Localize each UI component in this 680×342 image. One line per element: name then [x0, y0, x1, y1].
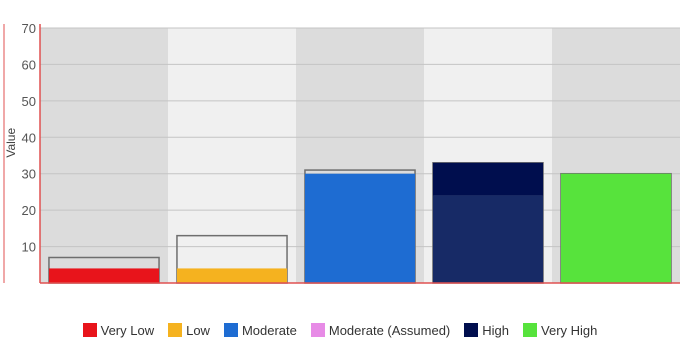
- bar-cap-high: [432, 162, 544, 196]
- legend-swatch: [82, 323, 97, 337]
- legend-item-moderate-assumed: Moderate (Assumed): [310, 322, 451, 338]
- legend-item-moderate: Moderate: [223, 322, 297, 338]
- y-tick-label-60: 60: [22, 57, 36, 72]
- y-tick-label-10: 10: [22, 240, 36, 255]
- legend-swatch: [223, 323, 238, 337]
- y-tick-labels: 10 20 30 40 50 60 70: [22, 21, 36, 255]
- legend-label: Moderate: [241, 322, 297, 338]
- legend-swatch: [523, 323, 538, 337]
- legend-item-low: Low: [168, 323, 210, 338]
- band-1: [168, 28, 296, 283]
- y-tick-label-40: 40: [22, 130, 36, 145]
- bar-moderate: [304, 173, 416, 283]
- band-0: [40, 28, 168, 283]
- legend-label: High: [482, 322, 510, 338]
- legend-swatch: [464, 323, 479, 337]
- legend-swatch: [310, 323, 325, 337]
- legend-item-very-high: Very High: [523, 323, 597, 338]
- axes: [3, 24, 680, 284]
- legend-label: Low: [186, 322, 210, 338]
- chart-plot: 10 20 30 40 50 60 70 Value: [3, 21, 680, 284]
- y-tick-label-50: 50: [22, 94, 36, 109]
- legend-label: Very Low: [100, 322, 155, 338]
- bar-very-low: [48, 268, 160, 283]
- legend-item-high: High: [464, 323, 509, 338]
- legend: Very Low Low Moderate Moderate (Assumed) Hig…: [0, 318, 680, 342]
- legend-label: Moderate (Assumed): [328, 322, 451, 338]
- legend-item-very-low: Very Low: [82, 322, 155, 338]
- y-tick-label-20: 20: [22, 203, 36, 218]
- legend-swatch: [168, 323, 183, 337]
- bar-low: [176, 268, 288, 283]
- y-axis-title: Value: [4, 128, 18, 158]
- y-tick-label-70: 70: [22, 21, 36, 36]
- bars: [48, 162, 672, 284]
- bar-high: [432, 195, 544, 283]
- y-tick-label-30: 30: [22, 167, 36, 182]
- bar-very-high: [560, 173, 672, 283]
- legend-label: Very High: [541, 322, 598, 338]
